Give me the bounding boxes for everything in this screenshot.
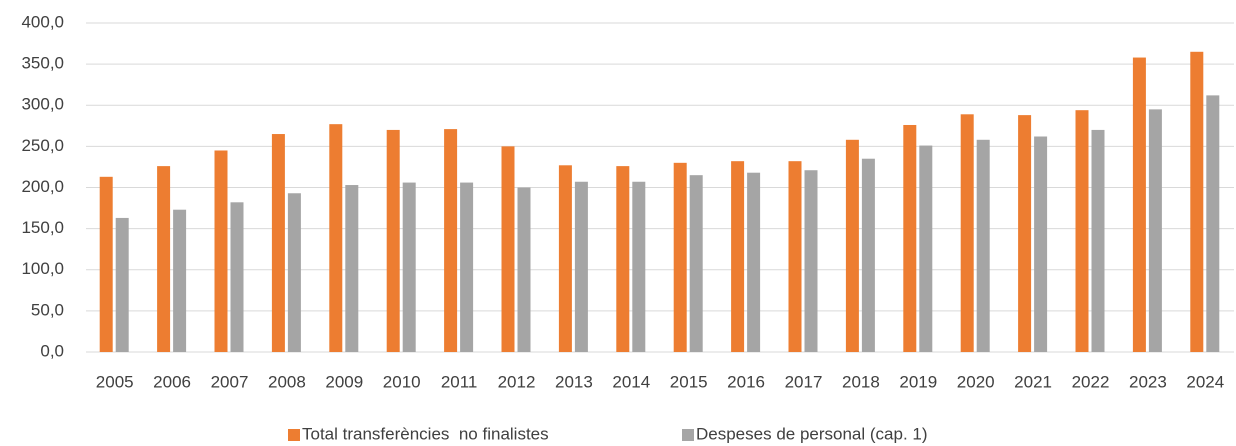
bar (444, 129, 458, 352)
bar (673, 162, 687, 352)
y-tick-label: 400,0 (21, 12, 64, 31)
x-tick-label: 2022 (1072, 372, 1110, 391)
bar (329, 124, 343, 352)
x-tick-label: 2006 (153, 372, 191, 391)
bar (574, 181, 588, 352)
y-tick-label: 100,0 (21, 259, 64, 278)
bar (402, 182, 416, 352)
bar (632, 181, 646, 352)
bar (747, 172, 761, 352)
bar (804, 170, 818, 352)
x-tick-label: 2005 (96, 372, 134, 391)
y-tick-label: 350,0 (21, 54, 64, 73)
bar (1091, 129, 1105, 352)
x-tick-label: 2023 (1129, 372, 1167, 391)
bar (558, 165, 572, 352)
bar (1034, 136, 1048, 352)
x-tick-label: 2020 (957, 372, 995, 391)
legend-swatch (288, 429, 300, 441)
x-tick-label: 2017 (785, 372, 823, 391)
bar (919, 145, 933, 352)
bar (345, 185, 359, 352)
x-tick-label: 2024 (1186, 372, 1224, 391)
x-tick-label: 2018 (842, 372, 880, 391)
bar (157, 166, 171, 352)
bar (214, 150, 228, 352)
bar (1206, 95, 1220, 352)
bar (1018, 115, 1032, 353)
x-tick-label: 2012 (498, 372, 536, 391)
x-tick-label: 2010 (383, 372, 421, 391)
x-tick-label: 2008 (268, 372, 306, 391)
bar (788, 161, 802, 352)
bar (501, 146, 515, 352)
bar (460, 182, 474, 352)
y-tick-label: 50,0 (31, 300, 64, 319)
y-tick-label: 200,0 (21, 177, 64, 196)
bar (99, 176, 113, 352)
x-tick-label: 2007 (211, 372, 249, 391)
x-tick-label: 2014 (612, 372, 650, 391)
bar (287, 193, 301, 352)
bar (386, 129, 400, 352)
x-tick-label: 2021 (1014, 372, 1052, 391)
bar (861, 158, 875, 352)
bar (271, 134, 285, 352)
bar (960, 114, 974, 352)
x-tick-label: 2015 (670, 372, 708, 391)
bar (517, 187, 531, 352)
y-tick-label: 150,0 (21, 218, 64, 237)
bar (1190, 51, 1204, 352)
x-tick-label: 2019 (899, 372, 937, 391)
legend-label: Despeses de personal (cap. 1) (696, 424, 928, 443)
bar (731, 161, 745, 352)
x-tick-label: 2011 (441, 372, 478, 391)
bar (845, 139, 859, 352)
bar (903, 124, 917, 353)
bar (1132, 57, 1146, 353)
bar (173, 209, 187, 352)
bar (689, 175, 703, 352)
x-tick-label: 2013 (555, 372, 593, 391)
x-tick-label: 2009 (325, 372, 363, 391)
y-tick-label: 300,0 (21, 95, 64, 114)
legend-swatch (682, 429, 694, 441)
y-tick-label: 250,0 (21, 136, 64, 155)
bar (616, 166, 630, 352)
legend-label: Total transferències no finalistes (302, 424, 549, 443)
bar (1148, 109, 1162, 352)
bar (115, 217, 129, 352)
y-tick-label: 0,0 (40, 341, 64, 360)
bar (1075, 110, 1089, 352)
bar (230, 202, 244, 352)
x-tick-label: 2016 (727, 372, 765, 391)
bar (976, 139, 990, 352)
